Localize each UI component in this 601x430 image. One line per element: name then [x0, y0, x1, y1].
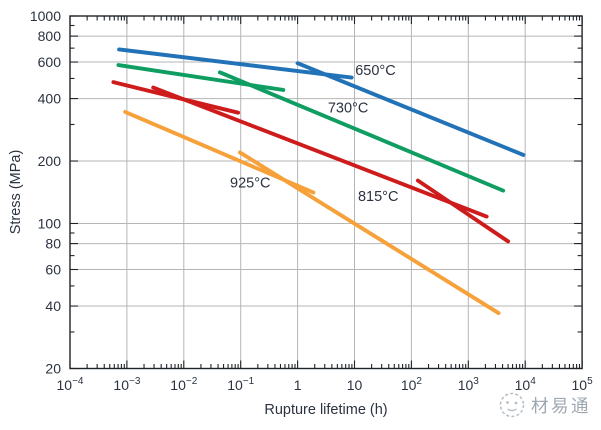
- x-tick-label: 10−3: [113, 376, 140, 393]
- x-tick-label-base: 10: [170, 377, 186, 393]
- curve-label-925°C: 925°C: [230, 175, 270, 191]
- x-tick-label: 10−2: [170, 376, 197, 393]
- x-tick-label-base: 10: [401, 377, 417, 393]
- x-tick-label: 105: [572, 376, 594, 393]
- panda-face-icon: [499, 392, 525, 418]
- y-tick-label: 1000: [30, 8, 61, 24]
- x-tick-label-exponent: 4: [530, 376, 536, 387]
- x-tick-label-exponent: 3: [473, 376, 479, 387]
- x-tick-label-base: 10: [572, 377, 588, 393]
- y-tick-label: 400: [38, 90, 62, 106]
- y-tick-label: 800: [38, 28, 62, 44]
- plot-frame: [69, 15, 583, 370]
- y-tick-label: 60: [45, 261, 61, 277]
- x-tick-label: 1: [294, 377, 302, 393]
- curve-label-815°C: 815°C: [358, 189, 398, 205]
- x-tick-label-base: 1: [294, 377, 302, 393]
- x-tick-label-exponent: −3: [129, 376, 141, 387]
- y-axis-title: Stress (MPa): [8, 150, 24, 235]
- x-axis-title: Rupture lifetime (h): [264, 402, 387, 418]
- x-tick-label: 103: [458, 376, 480, 393]
- watermark: 材易通: [499, 392, 591, 418]
- grid-layer: [70, 16, 583, 369]
- tick-label-layer: 10−4 10−3 10−2 10−1 1 10 102 103 104 105204060801…: [30, 8, 593, 393]
- y-tick-label: 100: [38, 215, 62, 231]
- x-tick-label: 10−1: [227, 376, 254, 393]
- watermark-text: 材易通: [531, 396, 591, 416]
- x-tick-label-base: 10: [227, 377, 243, 393]
- x-tick-label: 104: [515, 376, 537, 393]
- curve-layer: [111, 47, 526, 316]
- curve-segment-730°C: [217, 70, 506, 193]
- y-tick-label: 600: [38, 54, 62, 70]
- curve-label-layer: 650°C 730°C 815°C 925°C: [230, 63, 398, 205]
- curve-segment-925°C: [237, 150, 501, 316]
- y-tick-label: 20: [45, 360, 61, 376]
- x-tick-label-exponent: 2: [416, 376, 422, 387]
- x-tick-label-exponent: −4: [72, 376, 84, 387]
- y-tick-label: 80: [45, 235, 61, 251]
- y-tick-label: 40: [45, 298, 61, 314]
- curve-segment-730°C: [116, 63, 286, 92]
- x-tick-label-base: 10: [113, 377, 129, 393]
- x-tick-label-base: 10: [515, 377, 531, 393]
- x-tick-label-exponent: −1: [243, 376, 255, 387]
- x-tick-label-base: 10: [57, 377, 73, 393]
- curve-segment-815°C: [415, 178, 511, 244]
- x-tick-label-base: 10: [458, 377, 474, 393]
- x-tick-label: 10−4: [57, 376, 84, 393]
- axis-layer: [69, 15, 583, 370]
- curve-label-730°C: 730°C: [328, 101, 368, 117]
- x-tick-label-exponent: 5: [587, 376, 593, 387]
- x-tick-label-exponent: −2: [186, 376, 198, 387]
- x-tick-label-base: 10: [347, 377, 363, 393]
- x-tick-label: 102: [401, 376, 423, 393]
- y-tick-label: 200: [38, 153, 62, 169]
- curve-label-650°C: 650°C: [355, 63, 395, 79]
- x-tick-label: 10: [347, 377, 363, 393]
- curve-segment-650°C: [295, 61, 526, 157]
- curve-segment-815°C: [151, 85, 489, 219]
- curve-segment-650°C: [117, 47, 354, 80]
